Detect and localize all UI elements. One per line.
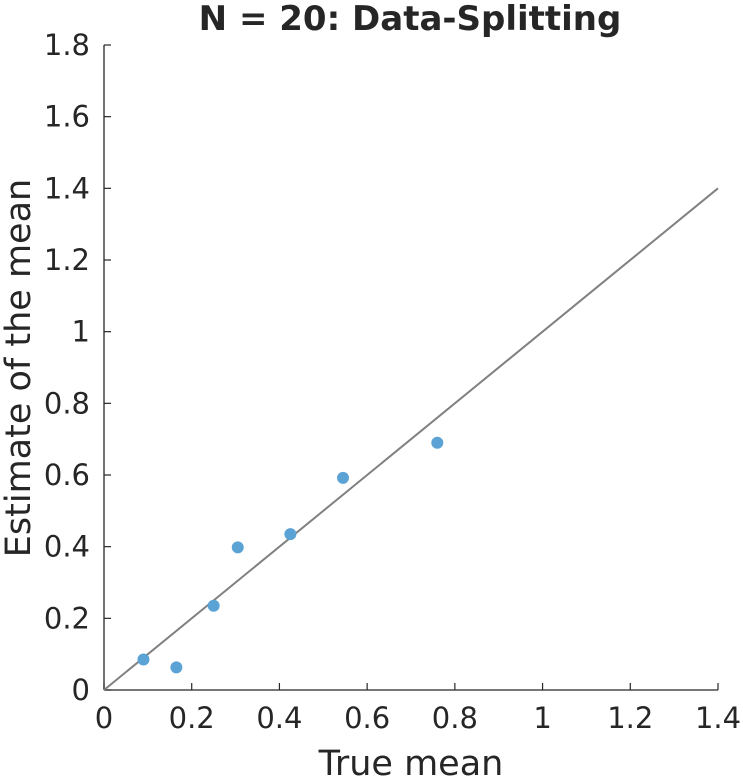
y-tick-label: 1.8 [44, 28, 90, 62]
data-points [137, 436, 444, 674]
y-tick-label: 0.6 [44, 458, 90, 492]
y-tick-label: 0 [72, 673, 90, 707]
identity-line [103, 187, 719, 691]
y-tick-label: 1.4 [44, 171, 90, 205]
x-tick-label: 0.4 [256, 701, 302, 735]
axes [103, 44, 719, 691]
data-point [170, 661, 183, 674]
chart-title: N = 20: Data-Splitting [199, 0, 622, 39]
data-point [207, 599, 220, 612]
y-tick-label: 1.6 [44, 100, 90, 134]
data-point [284, 528, 297, 541]
y-tick-label: 0.8 [44, 386, 90, 420]
x-tick-label: 1.2 [607, 701, 653, 735]
x-tick-label: 0.6 [344, 701, 390, 735]
x-tick-label: 0.2 [169, 701, 215, 735]
y-tick-label: 1.2 [44, 243, 90, 277]
x-tick-label: 0 [95, 701, 113, 735]
x-tick-label: 1 [533, 701, 551, 735]
x-axis-label: True mean [318, 744, 504, 777]
data-point [137, 653, 150, 666]
data-point [431, 436, 444, 449]
y-tick-label: 0.2 [44, 601, 90, 635]
y-tick-label: 1 [72, 315, 90, 349]
data-point [231, 541, 244, 554]
data-point [337, 471, 350, 484]
x-tick-label: 0.8 [432, 701, 478, 735]
identity-line-group [103, 187, 719, 691]
tick-labels: 0 0.2 0.4 0.6 0.8 1 1.2 1.4 0 0.2 0.4 0.6 0.8 1 1.2 1.4… [44, 28, 741, 735]
y-tick-label: 0.4 [44, 530, 90, 564]
x-tick-label: 1.4 [695, 701, 741, 735]
y-axis-label: Estimate of the mean [0, 179, 39, 557]
